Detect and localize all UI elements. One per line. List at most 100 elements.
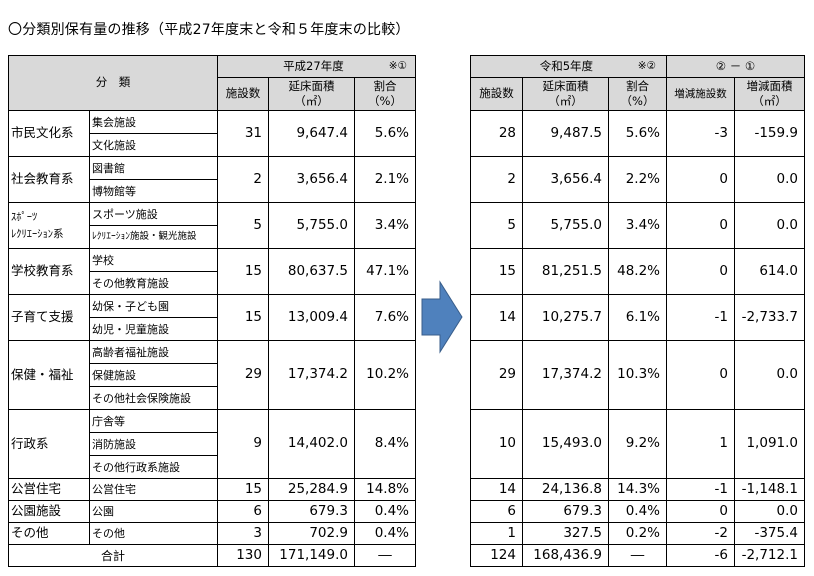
floor-area: 15,493.0 <box>522 409 609 479</box>
area-ratio: 9.2% <box>608 409 667 479</box>
diff-area: -1,148.1 <box>734 478 805 501</box>
area-ratio: 5.6% <box>608 110 667 157</box>
category-name: 学校教育系 <box>8 248 90 295</box>
table-row: 公営住宅 公営住宅 15 25,284.9 14.8% <box>8 478 416 501</box>
diff-area: 0.0 <box>734 500 805 523</box>
area-ratio: 8.4% <box>354 409 416 479</box>
category-name: 子育て支援 <box>8 294 90 341</box>
h27-col-area: 延床面積 （㎡） <box>268 77 355 111</box>
facility-count: 15 <box>470 248 523 295</box>
total-row: 合計 130 171,149.0 ― <box>8 544 416 567</box>
diff-area: -159.9 <box>734 110 805 157</box>
subcategory: 博物館等 <box>89 179 218 203</box>
table-row: ｽﾎﾟｰﾂ ﾚｸﾘｴｰｼｮﾝ系 スポーツ施設 5 5,755.0 3.4% <box>8 202 416 249</box>
category-name: 公営住宅 <box>8 478 90 501</box>
facility-count: 2 <box>217 156 269 203</box>
diff-count: 0 <box>666 248 735 295</box>
area-ratio: 10.2% <box>354 340 416 410</box>
r5-period-header: 令和5年度 ※② <box>470 55 667 78</box>
floor-area: 5,755.0 <box>268 202 355 249</box>
floor-area: 327.5 <box>522 522 609 545</box>
h27-period-mark: ※① <box>388 59 407 72</box>
facility-count: 10 <box>470 409 523 479</box>
floor-area: 81,251.5 <box>522 248 609 295</box>
category-name-line1: ｽﾎﾟｰﾂ <box>11 210 38 223</box>
subcategory: 公園 <box>89 500 218 523</box>
diff-count: -3 <box>666 110 735 157</box>
total-row: 124 168,436.9 ― -6 -2,712.1 <box>470 544 805 567</box>
h27-col-area-l1: 延床面積 <box>288 79 335 93</box>
total-floor-area: 168,436.9 <box>522 544 609 567</box>
area-ratio: 5.6% <box>354 110 416 157</box>
r5-table: 令和5年度 ※② ② － ① 施設数 延床面積 （㎡） 割合 （%） 増減施設数… <box>470 55 805 567</box>
total-label: 合計 <box>8 544 218 567</box>
floor-area: 24,136.8 <box>522 478 609 501</box>
diff-count: 0 <box>666 500 735 523</box>
area-ratio: 0.2% <box>608 522 667 545</box>
table-row: 子育て支援 幼保・子ども園 15 13,009.4 7.6% <box>8 294 416 341</box>
floor-area: 9,647.4 <box>268 110 355 157</box>
total-diff-area: -2,712.1 <box>734 544 805 567</box>
r5-period-label: 令和5年度 <box>539 58 594 73</box>
r5-col-ratio: 割合 （%） <box>608 77 667 111</box>
total-facility-count: 130 <box>217 544 269 567</box>
category-name-line2: ﾚｸﾘｴｰｼｮﾝ系 <box>11 227 64 240</box>
area-ratio: 3.4% <box>608 202 667 249</box>
subcategory: 集会施設 <box>89 110 218 134</box>
subcategory: その他教育施設 <box>89 271 218 295</box>
subcategory: 保健施設 <box>89 363 218 387</box>
category-name: 保健・福祉 <box>8 340 90 410</box>
area-ratio: 0.4% <box>354 522 416 545</box>
r5-period-mark: ※② <box>637 59 656 72</box>
facility-count: 31 <box>217 110 269 157</box>
diff-area: -2,733.7 <box>734 294 805 341</box>
diff-col-area: 増減面積 （㎡） <box>734 77 805 111</box>
diff-area: 1,091.0 <box>734 409 805 479</box>
table-row: 28 9,487.5 5.6% -3 -159.9 <box>470 110 805 157</box>
subcategory: その他 <box>89 522 218 545</box>
area-ratio: 0.4% <box>354 500 416 523</box>
facility-count: 5 <box>470 202 523 249</box>
table-row: 2 3,656.4 2.2% 0 0.0 <box>470 156 805 203</box>
category-name: その他 <box>8 522 90 545</box>
subcategory: 学校 <box>89 248 218 272</box>
diff-header: ② － ① <box>666 55 805 78</box>
subcategory: 庁舎等 <box>89 409 218 433</box>
h27-period-header: 平成27年度 ※① <box>217 55 416 78</box>
table-row: 10 15,493.0 9.2% 1 1,091.0 <box>470 409 805 479</box>
category-name: 行政系 <box>8 409 90 479</box>
category-name: ｽﾎﾟｰﾂ ﾚｸﾘｴｰｼｮﾝ系 <box>8 202 90 249</box>
floor-area: 13,009.4 <box>268 294 355 341</box>
area-ratio: 48.2% <box>608 248 667 295</box>
diff-count: 1 <box>666 409 735 479</box>
floor-area: 679.3 <box>268 500 355 523</box>
right-arrow-icon <box>421 280 463 354</box>
diff-count: -2 <box>666 522 735 545</box>
facility-count: 9 <box>217 409 269 479</box>
diff-area: 0.0 <box>734 202 805 249</box>
area-ratio: 2.1% <box>354 156 416 203</box>
area-ratio: 7.6% <box>354 294 416 341</box>
table-row: 14 24,136.8 14.3% -1 -1,148.1 <box>470 478 805 501</box>
subcategory: 高齢者福祉施設 <box>89 340 218 364</box>
r5-col-area-l2: （㎡） <box>548 93 583 108</box>
diff-count: 0 <box>666 202 735 249</box>
category-header: 分 類 <box>8 55 218 111</box>
area-ratio: 0.4% <box>608 500 667 523</box>
total-facility-count: 124 <box>470 544 523 567</box>
diff-count: -1 <box>666 478 735 501</box>
facility-count: 29 <box>470 340 523 410</box>
area-ratio: 47.1% <box>354 248 416 295</box>
table-row: 保健・福祉 高齢者福祉施設 29 17,374.2 10.2% <box>8 340 416 410</box>
subcategory: スポーツ施設 <box>89 202 218 226</box>
facility-count: 14 <box>470 478 523 501</box>
floor-area: 10,275.7 <box>522 294 609 341</box>
subcategory: 公営住宅 <box>89 478 218 501</box>
h27-table: 分 類 平成27年度 ※① 施設数 延床面積 （㎡） 割合 （%） 市民文化系 … <box>8 55 416 567</box>
table-row: 6 679.3 0.4% 0 0.0 <box>470 500 805 523</box>
facility-count: 29 <box>217 340 269 410</box>
r5-col-facilities: 施設数 <box>470 77 523 111</box>
diff-area: -375.4 <box>734 522 805 545</box>
facility-count: 2 <box>470 156 523 203</box>
area-ratio: 10.3% <box>608 340 667 410</box>
